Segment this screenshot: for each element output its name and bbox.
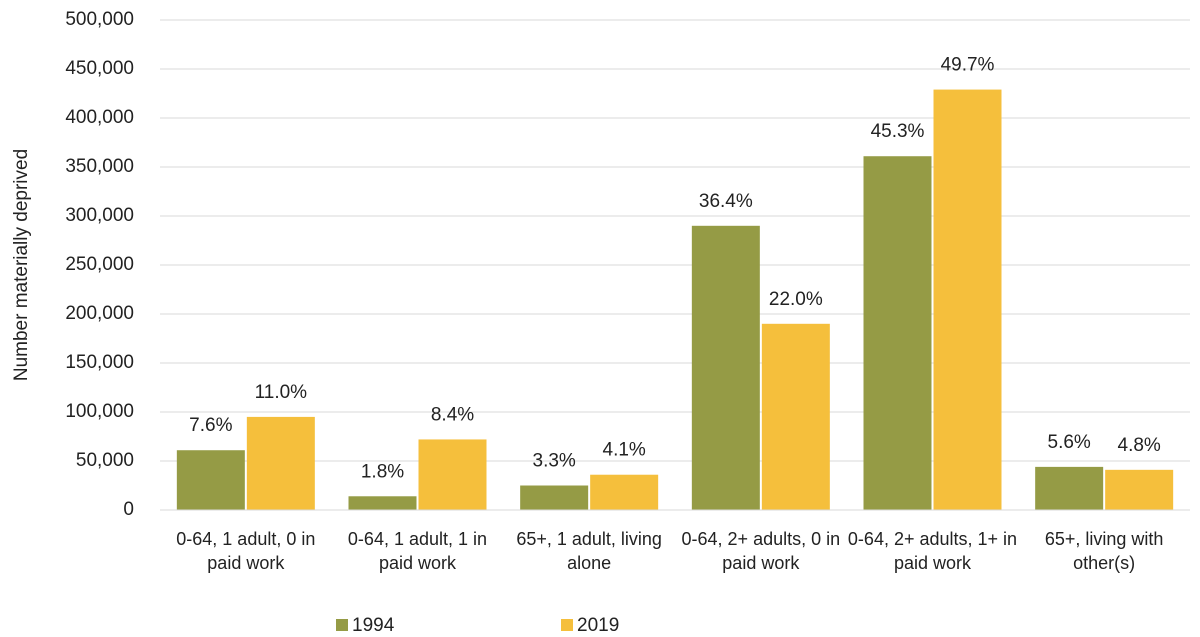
data-label: 1.8% <box>361 461 404 482</box>
x-tick-label: 65+, 1 adult, living alone <box>516 529 662 573</box>
bar <box>348 496 417 510</box>
bar <box>1105 469 1174 510</box>
data-label: 11.0% <box>255 382 308 403</box>
bar <box>1035 466 1104 510</box>
bar <box>418 439 487 510</box>
data-label: 49.7% <box>941 55 995 76</box>
data-label: 22.0% <box>769 289 823 310</box>
x-tick-label: 0-64, 1 adult, 1 in paid work <box>347 529 488 573</box>
y-tick-label: 50,000 <box>76 450 134 471</box>
y-tick-label: 0 <box>123 499 134 520</box>
y-tick-label: 100,000 <box>65 401 134 422</box>
bar <box>246 416 315 510</box>
bar <box>761 323 830 510</box>
legend-swatch <box>561 619 573 631</box>
data-label: 36.4% <box>699 191 753 212</box>
bar <box>520 485 589 510</box>
legend-swatch <box>336 619 348 631</box>
x-tick-label: 0-64, 1 adult, 0 in paid work <box>176 529 316 573</box>
y-tick-label: 500,000 <box>65 9 134 30</box>
data-label: 45.3% <box>871 121 925 142</box>
y-axis-title: Number materially deprived <box>11 149 32 381</box>
x-tick-label: 65+, living with other(s) <box>1044 529 1164 573</box>
bar <box>863 156 932 510</box>
data-label: 8.4% <box>431 404 474 425</box>
y-tick-label: 450,000 <box>65 58 134 79</box>
legend-label: 2019 <box>577 615 619 636</box>
legend-label: 1994 <box>352 615 395 636</box>
data-label: 7.6% <box>189 415 232 436</box>
data-label: 5.6% <box>1048 432 1091 453</box>
x-tick-label: 0-64, 2+ adults, 1+ in paid work <box>847 529 1018 573</box>
y-tick-label: 150,000 <box>65 352 134 373</box>
data-label: 4.1% <box>603 440 646 461</box>
bar <box>590 474 659 510</box>
y-tick-label: 300,000 <box>65 205 134 226</box>
y-tick-label: 400,000 <box>65 107 134 128</box>
y-tick-label: 250,000 <box>65 254 134 275</box>
bar <box>933 89 1002 510</box>
data-label: 4.8% <box>1118 435 1161 456</box>
data-label: 3.3% <box>533 451 576 472</box>
bar <box>176 450 245 510</box>
bar <box>691 225 760 511</box>
x-tick-label: 0-64, 2+ adults, 0 in paid work <box>681 529 841 573</box>
y-tick-label: 350,000 <box>65 156 134 177</box>
y-tick-label: 200,000 <box>65 303 134 324</box>
